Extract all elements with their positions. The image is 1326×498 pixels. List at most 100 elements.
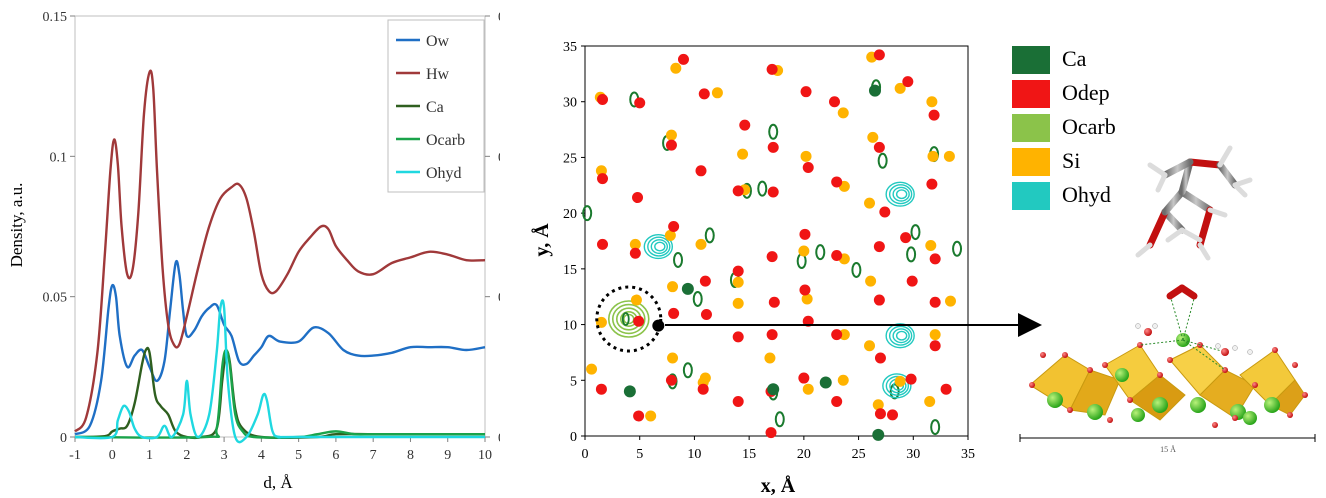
si-point bbox=[894, 82, 906, 94]
odep-point bbox=[697, 383, 709, 395]
ca-point bbox=[767, 383, 780, 396]
si-point bbox=[925, 239, 937, 251]
y-tick-label: 35 bbox=[563, 40, 577, 55]
x-tick-label: 1 bbox=[146, 448, 153, 463]
si-point bbox=[927, 150, 939, 162]
si-point bbox=[929, 329, 941, 341]
odep-point bbox=[668, 221, 680, 233]
si-point bbox=[867, 131, 879, 143]
odep-point bbox=[766, 329, 778, 341]
x-tick-label: 0 bbox=[109, 448, 116, 463]
odep-point bbox=[874, 352, 886, 364]
odep-point bbox=[799, 284, 811, 296]
x-tick-label: 5 bbox=[295, 448, 302, 463]
odep-point bbox=[886, 409, 898, 421]
x-tick-label: 0 bbox=[582, 447, 589, 462]
odep-point bbox=[766, 251, 778, 263]
odep-point bbox=[828, 96, 840, 108]
x-axis-label: d, Å bbox=[263, 473, 293, 492]
ohyd-contour bbox=[888, 184, 913, 205]
si-point bbox=[645, 410, 657, 422]
ocarb-contour bbox=[889, 383, 900, 400]
odep-point bbox=[633, 315, 645, 327]
legend-label: Ocarb bbox=[1062, 114, 1116, 139]
x-tick-label: 15 bbox=[742, 447, 756, 462]
odep-point bbox=[902, 76, 914, 88]
odep-point bbox=[926, 178, 938, 190]
odep-point bbox=[831, 329, 843, 341]
ocarb-contour bbox=[757, 180, 768, 197]
si-point bbox=[864, 197, 876, 209]
legend-item-odep: Odep bbox=[1012, 78, 1162, 108]
odep-point bbox=[597, 93, 609, 105]
odep-point bbox=[766, 63, 778, 75]
ohyd-contour bbox=[895, 330, 908, 341]
odep-point bbox=[874, 408, 886, 420]
odep-point bbox=[765, 427, 777, 439]
y-tick-label-right: 0 bbox=[498, 431, 500, 446]
calcium-atoms bbox=[1047, 333, 1280, 425]
odep-point bbox=[831, 395, 843, 407]
legend-label-ocarb: Ocarb bbox=[426, 132, 465, 149]
odep-point bbox=[767, 186, 779, 198]
odep-point bbox=[634, 97, 646, 109]
x-axis-label: x, Å bbox=[761, 474, 796, 497]
si-point bbox=[865, 275, 877, 287]
x-tick-label: 9 bbox=[444, 448, 451, 463]
ocarb-contour bbox=[906, 246, 917, 263]
ocarb-contour bbox=[774, 411, 785, 428]
ohyd-contour bbox=[885, 181, 915, 207]
legend-label: Si bbox=[1062, 148, 1081, 173]
ca-point bbox=[819, 376, 832, 389]
y-tick-label-right: 0.005 bbox=[498, 291, 500, 306]
si-point bbox=[670, 62, 682, 74]
ocarb-contour bbox=[910, 224, 921, 241]
odep-point bbox=[597, 238, 609, 250]
si-point bbox=[667, 352, 679, 364]
y-tick-label-right: 0.015 bbox=[498, 10, 500, 25]
odep-point bbox=[906, 275, 918, 287]
si-point bbox=[798, 245, 810, 257]
ohyd-contour bbox=[892, 186, 910, 202]
ca-point bbox=[623, 385, 636, 398]
y-tick-label: 10 bbox=[563, 319, 577, 334]
si-point bbox=[764, 352, 776, 364]
density-chart-series bbox=[74, 69, 486, 444]
ca-point bbox=[872, 428, 885, 441]
si-point bbox=[586, 363, 598, 375]
xy-map-axes: 0 5 10 15 20 25 30 35 0 5 10 15 20 25 30 35 bbox=[563, 40, 975, 462]
x-tick-label: -1 bbox=[69, 448, 81, 463]
ocarb-contour bbox=[621, 312, 630, 326]
odep-point bbox=[695, 165, 707, 177]
odep-point bbox=[879, 206, 891, 218]
si-point bbox=[629, 238, 641, 250]
legend-swatch bbox=[1012, 148, 1050, 176]
odep-point bbox=[900, 232, 912, 244]
ohyd-contour bbox=[885, 375, 910, 396]
xy-map-annotation bbox=[595, 285, 665, 353]
si-point bbox=[837, 374, 849, 386]
coordination-lines bbox=[1139, 294, 1226, 371]
x-tick-label: 5 bbox=[636, 447, 643, 462]
highlight-circle bbox=[595, 285, 663, 353]
molecule-graphic: 15 Å bbox=[1019, 145, 1316, 454]
odep-point bbox=[595, 383, 607, 395]
ocarb-big-contour bbox=[607, 300, 650, 338]
ocarb-contour bbox=[952, 240, 963, 257]
xy-map-points bbox=[586, 49, 956, 441]
ohyd-contour bbox=[643, 233, 674, 260]
odep-point bbox=[597, 173, 609, 185]
odep-point bbox=[831, 249, 843, 261]
xy-map-chart: 0 5 10 15 20 25 30 35 0 5 10 15 20 25 30 35 x, Å y, Å bbox=[530, 40, 975, 497]
y-tick-label: 25 bbox=[563, 151, 577, 166]
legend-swatch bbox=[1012, 80, 1050, 108]
ocarb-contour bbox=[704, 227, 715, 244]
scale-bar-label: 15 Å bbox=[1160, 445, 1176, 454]
legend-label-ow: Ow bbox=[426, 33, 450, 50]
x-tick-label: 20 bbox=[797, 447, 811, 462]
ohyd-contour bbox=[885, 323, 915, 349]
si-point bbox=[872, 399, 884, 411]
odep-point bbox=[873, 294, 885, 306]
odep-point bbox=[699, 275, 711, 287]
y-tick-label: 0 bbox=[570, 430, 577, 445]
